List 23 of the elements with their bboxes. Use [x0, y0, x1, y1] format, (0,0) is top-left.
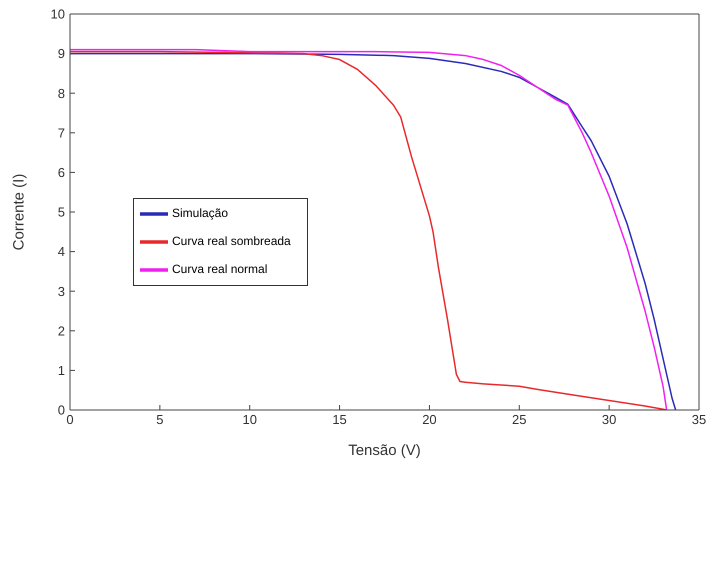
legend-label: Curva real sombreada — [172, 234, 291, 248]
y-tick-label: 1 — [58, 363, 65, 378]
x-tick-label: 10 — [242, 412, 257, 428]
y-axis-title: Corrente (I) — [10, 174, 28, 250]
x-tick-label: 35 — [692, 412, 706, 428]
x-tick-label: 15 — [332, 412, 347, 428]
x-axis-title: Tensão (V) — [348, 442, 421, 459]
y-tick-label: 7 — [58, 125, 65, 140]
y-tick-label: 5 — [58, 204, 65, 220]
y-tick-label: 8 — [58, 86, 65, 101]
x-tick-label: 25 — [512, 412, 527, 428]
y-tick-label: 0 — [58, 402, 65, 418]
y-tick-label: 2 — [58, 323, 65, 338]
y-tick-label: 6 — [58, 165, 65, 180]
x-tick-label: 30 — [602, 412, 616, 428]
x-tick-label: 20 — [422, 412, 437, 428]
x-tick-label: 5 — [156, 412, 164, 428]
y-tick-label: 10 — [50, 6, 65, 22]
legend-label: Simulação — [172, 206, 228, 220]
y-tick-label: 3 — [58, 284, 65, 299]
y-tick-label: 9 — [58, 46, 65, 62]
legend-label: Curva real normal — [172, 262, 268, 276]
y-tick-label: 4 — [58, 244, 65, 260]
